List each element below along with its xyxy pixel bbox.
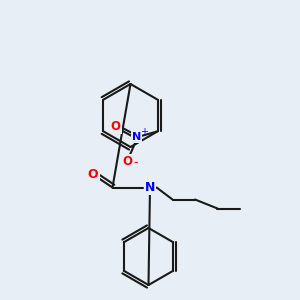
Text: +: +	[140, 127, 148, 137]
Text: N: N	[132, 132, 141, 142]
Text: N: N	[145, 181, 155, 194]
Text: -: -	[133, 156, 137, 169]
Text: O: O	[123, 155, 133, 168]
Text: O: O	[111, 120, 121, 133]
Text: O: O	[88, 167, 98, 181]
